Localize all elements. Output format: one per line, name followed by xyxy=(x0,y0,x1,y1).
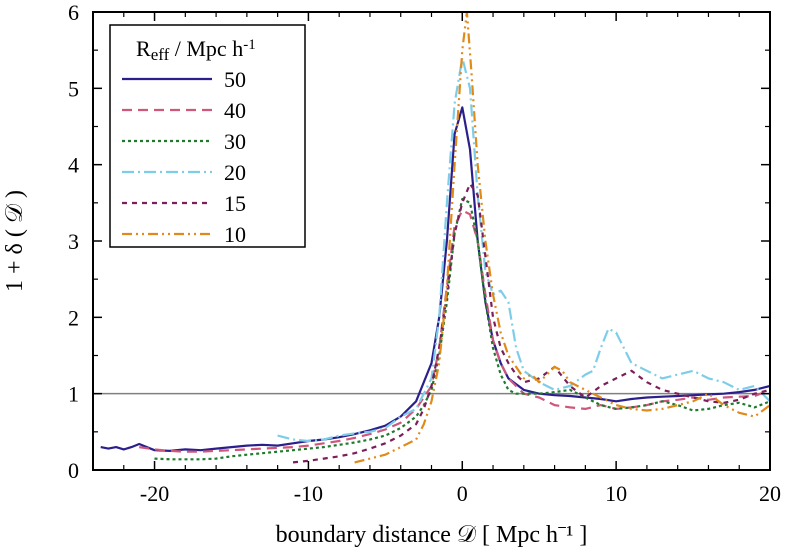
y-tick-label: 1 xyxy=(68,382,79,407)
y-axis-label: 1 + δ ( 𝒟 ) xyxy=(2,190,28,292)
series-line-10 xyxy=(354,12,770,464)
series-layer xyxy=(100,12,770,464)
x-tick-label: 20 xyxy=(759,481,781,506)
x-axis-label: boundary distance 𝒟 [ Mpc h⁻¹ ] xyxy=(276,522,588,548)
y-tick-label: 5 xyxy=(68,76,79,101)
x-tick-label: 0 xyxy=(457,481,468,506)
legend-label-20: 20 xyxy=(224,160,246,185)
legend-label-50: 50 xyxy=(224,67,246,92)
y-tick-label: 4 xyxy=(68,153,79,178)
legend-title: Reff / Mpc h-1 xyxy=(136,36,256,64)
y-tick-label: 0 xyxy=(68,458,79,483)
x-tick-label: 10 xyxy=(605,481,627,506)
tick-layer: -20 -10 0 10 20 0 1 2 3 4 5 6 xyxy=(68,0,781,506)
series-line-15 xyxy=(292,182,770,464)
legend-label-30: 30 xyxy=(224,129,246,154)
legend: Reff / Mpc h-1 50 40 30 20 15 10 xyxy=(109,24,306,248)
y-tick-label: 6 xyxy=(68,0,79,25)
x-tick-label: -20 xyxy=(140,481,169,506)
legend-label-15: 15 xyxy=(224,191,246,216)
legend-label-40: 40 xyxy=(224,98,246,123)
series-line-30 xyxy=(154,197,770,461)
legend-box xyxy=(109,24,306,248)
y-tick-label: 2 xyxy=(68,305,79,330)
x-tick-label: -10 xyxy=(294,481,323,506)
legend-label-10: 10 xyxy=(224,222,246,247)
y-tick-label: 3 xyxy=(68,229,79,254)
series-line-20 xyxy=(277,56,770,443)
series-line-50 xyxy=(100,106,770,452)
